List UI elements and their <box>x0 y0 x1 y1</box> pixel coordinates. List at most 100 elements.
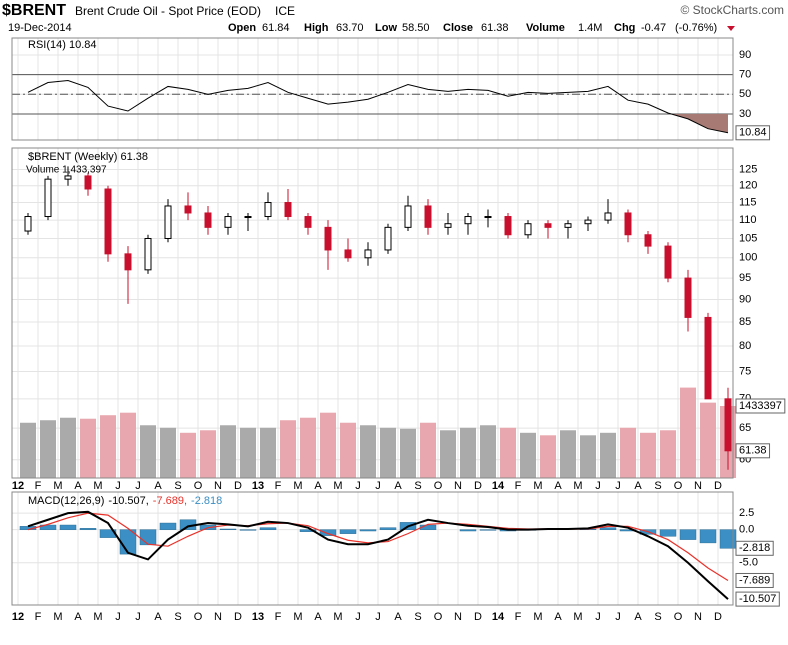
histogram-bar <box>699 529 717 544</box>
candle-body <box>684 277 692 318</box>
x-tick-label: S <box>414 480 421 492</box>
y-tick-label: 110 <box>739 214 757 226</box>
volume-bar <box>360 425 376 478</box>
instrument-name: Brent Crude Oil - Spot Price (EOD) <box>75 4 261 18</box>
volume-bar <box>80 418 96 478</box>
x-tick-label: A <box>394 480 402 492</box>
volume-bar <box>40 420 56 478</box>
x-tick-label: S <box>174 611 181 623</box>
volume-bar <box>60 417 76 478</box>
volume-bar <box>620 427 636 478</box>
exchange: ICE <box>275 4 295 18</box>
volume-bar <box>20 422 36 478</box>
x-tick-label: N <box>694 611 702 623</box>
chg-value: -0.47 <box>641 22 666 34</box>
last-value-tag: -7.689 <box>735 572 774 588</box>
volume-bar <box>160 427 176 478</box>
volume-legend: Volume 1,433,397 <box>26 165 107 176</box>
candle-body <box>384 226 392 251</box>
histogram-bar <box>59 524 77 530</box>
candle-body <box>564 223 572 228</box>
y-tick-label: -5.0 <box>739 557 758 569</box>
chg-percent: (-0.76%) <box>675 22 717 34</box>
x-tick-label: N <box>454 480 462 492</box>
x-tick-label: J <box>355 611 361 623</box>
candle-body <box>204 212 212 228</box>
x-tick-label: J <box>115 480 121 492</box>
x-tick-label: F <box>275 480 282 492</box>
volume-bar <box>680 387 696 478</box>
x-tick-label: A <box>554 611 562 623</box>
y-tick-label: 70 <box>739 69 751 81</box>
x-tick-label: S <box>654 611 661 623</box>
candle-body <box>64 175 72 180</box>
x-tick-label: O <box>434 611 443 623</box>
down-arrow <box>727 26 735 31</box>
x-tick-label: 14 <box>492 480 505 492</box>
candle-body <box>424 205 432 228</box>
volume-bar <box>200 430 216 478</box>
candle-body <box>84 175 92 190</box>
histogram-bar <box>79 528 97 530</box>
candle-body <box>184 205 192 214</box>
high-value: 63.70 <box>336 22 364 34</box>
volume-bar <box>180 432 196 478</box>
volume-bar <box>600 432 616 478</box>
x-tick-label: S <box>414 611 421 623</box>
volume-bar <box>340 422 356 478</box>
x-tick-label: D <box>234 611 242 623</box>
x-tick-label: N <box>214 480 222 492</box>
histogram-bar <box>479 529 497 531</box>
volume-bar <box>640 432 656 478</box>
x-tick-label: J <box>375 480 381 492</box>
last-value-tag: -10.507 <box>735 591 780 607</box>
chg-label: Chg <box>614 22 635 34</box>
candle-body <box>104 188 112 255</box>
x-tick-label: A <box>74 611 82 623</box>
volume-bar <box>700 402 716 478</box>
x-tick-label: F <box>35 480 42 492</box>
histogram-bar <box>359 529 377 532</box>
y-tick-label: 65 <box>739 422 751 434</box>
x-tick-label: 12 <box>12 611 24 623</box>
copyright: © StockCharts.com <box>680 3 784 17</box>
legend-item: -2.818 <box>191 495 222 507</box>
panel-border <box>11 491 734 606</box>
histogram-bar <box>599 527 617 530</box>
candle-body <box>244 216 252 219</box>
low-label: Low <box>375 22 397 34</box>
high-label: High <box>304 22 329 34</box>
candle-body <box>584 219 592 225</box>
x-tick-label: J <box>135 480 141 492</box>
x-tick-label: J <box>615 480 621 492</box>
candle-body <box>724 398 732 452</box>
date: 19-Dec-2014 <box>8 22 72 34</box>
y-tick-label: 105 <box>739 232 757 244</box>
y-tick-label: 95 <box>739 272 751 284</box>
histogram-bar <box>459 529 477 532</box>
histogram-bar <box>319 529 337 536</box>
x-tick-label: M <box>333 611 342 623</box>
x-tick-label: D <box>474 611 482 623</box>
volume-label: Volume <box>526 22 565 34</box>
volume-bar <box>560 430 576 478</box>
x-tick-label: A <box>554 480 562 492</box>
volume-bar <box>660 430 676 478</box>
x-tick-label: M <box>333 480 342 492</box>
volume-bar <box>240 427 256 478</box>
x-tick-label: O <box>434 480 443 492</box>
y-tick-label: 85 <box>739 316 751 328</box>
volume-bar <box>140 425 156 478</box>
x-tick-label: O <box>194 611 203 623</box>
volume-bar <box>220 425 236 478</box>
open-value: 61.84 <box>262 22 290 34</box>
last-value-label: -10.507 <box>739 593 776 605</box>
y-tick-label: 120 <box>739 180 757 192</box>
x-tick-label: M <box>53 611 62 623</box>
candle-body <box>144 237 152 271</box>
y-tick-label: 50 <box>739 88 751 100</box>
x-tick-label: M <box>293 611 302 623</box>
last-value-box <box>735 398 786 414</box>
x-tick-label: A <box>634 611 642 623</box>
candle-body <box>644 234 652 247</box>
